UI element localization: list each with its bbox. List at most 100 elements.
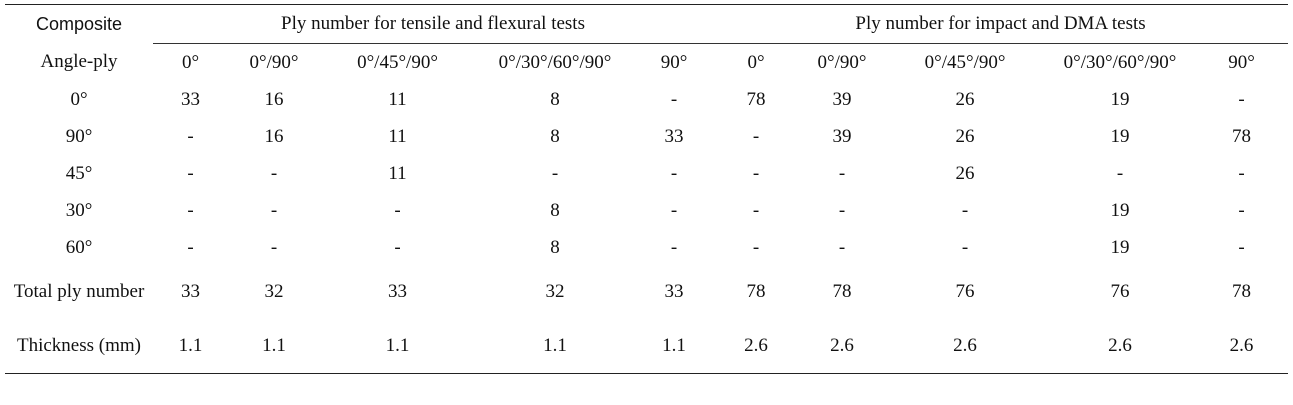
table-cell: 1.1 bbox=[635, 317, 714, 374]
table-cell: - bbox=[1238, 236, 1245, 258]
table-cell: 33 bbox=[664, 125, 684, 147]
table-cell: 78 bbox=[832, 281, 852, 302]
table-cell: - bbox=[1238, 199, 1245, 221]
angle-header-cell: 0°/45°/90° bbox=[357, 51, 438, 73]
angle-header-cell: 90° bbox=[1228, 51, 1255, 73]
table-cell: - bbox=[1238, 162, 1245, 184]
ply-number-table: Composite Ply number for tensile and fle… bbox=[5, 4, 1289, 374]
table-cell: 11 bbox=[388, 88, 407, 110]
table-cell: - bbox=[752, 199, 760, 221]
table-row: Thickness (mm) 1.1 1.1 1.1 1.1 1.1 2.6 2… bbox=[5, 317, 1289, 374]
table-cell: - bbox=[670, 236, 678, 258]
table-cell: 2.6 bbox=[1045, 317, 1196, 374]
table-row: 30° - - - 8 - - - - 19 - bbox=[5, 192, 1288, 229]
row-label: 45° bbox=[65, 162, 93, 184]
group-header-row: Composite Ply number for tensile and fle… bbox=[5, 4, 1289, 44]
table-cell: 2.6 bbox=[1195, 317, 1289, 374]
table-cell: 76 bbox=[1110, 281, 1130, 302]
ply-table-container: Composite Ply number for tensile and fle… bbox=[5, 4, 1289, 374]
table-row: 45° - - 11 - - - - 26 - - bbox=[5, 155, 1288, 192]
table-cell: 1.1 bbox=[475, 317, 635, 374]
table-cell: 1.1 bbox=[228, 317, 320, 374]
table-cell: 1.1 bbox=[320, 317, 475, 374]
table-cell: 26 bbox=[955, 125, 975, 147]
table-cell: 78 bbox=[746, 281, 766, 302]
table-cell: - bbox=[187, 162, 194, 184]
angle-header-cell: 0°/90° bbox=[817, 51, 867, 73]
table-cell: 2.6 bbox=[713, 317, 800, 374]
row-label: 0° bbox=[70, 88, 88, 110]
table-cell: 16 bbox=[264, 88, 284, 110]
table-cell: 26 bbox=[955, 88, 975, 110]
table-cell: - bbox=[270, 236, 278, 258]
table-cell: - bbox=[394, 236, 401, 258]
angle-header-cell: 0°/30°/60°/90° bbox=[498, 51, 612, 73]
table-cell: 1.1 bbox=[153, 317, 228, 374]
table-row: 60° - - - 8 - - - - 19 - bbox=[5, 229, 1288, 266]
table-cell: 78 bbox=[1232, 281, 1252, 302]
table-cell: - bbox=[752, 162, 760, 184]
angle-header-cell: 0°/30°/60°/90° bbox=[1063, 51, 1177, 73]
table-cell: 39 bbox=[832, 88, 852, 110]
table-cell: 19 bbox=[1110, 125, 1130, 147]
table-cell: - bbox=[838, 162, 846, 184]
table-cell: - bbox=[961, 199, 969, 221]
tensile-flexural-group-header: Ply number for tensile and flexural test… bbox=[153, 4, 714, 44]
table-row: 0° 33 16 11 8 - 78 39 26 19 - bbox=[5, 81, 1288, 118]
row-label: Total ply number bbox=[13, 281, 145, 302]
table-cell: - bbox=[270, 199, 278, 221]
table-cell: 11 bbox=[388, 125, 407, 147]
table-cell: 33 bbox=[388, 281, 407, 302]
angle-header-cell: 0°/45°/90° bbox=[924, 51, 1006, 73]
table-cell: - bbox=[670, 162, 678, 184]
table-cell: 26 bbox=[955, 162, 975, 184]
table-cell: - bbox=[752, 236, 760, 258]
table-cell: - bbox=[670, 88, 678, 110]
table-cell: 16 bbox=[264, 125, 284, 147]
table-cell: 19 bbox=[1110, 199, 1130, 221]
table-cell: 78 bbox=[746, 88, 766, 110]
table-cell: - bbox=[1238, 88, 1245, 110]
table-cell: - bbox=[670, 199, 678, 221]
table-row: Total ply number 33 32 33 32 33 78 78 76… bbox=[5, 266, 1288, 317]
table-cell: - bbox=[270, 162, 278, 184]
impact-dma-group-header: Ply number for impact and DMA tests bbox=[713, 4, 1289, 44]
table-cell: - bbox=[187, 125, 194, 147]
table-cell: 32 bbox=[545, 281, 565, 302]
table-cell: 2.6 bbox=[799, 317, 886, 374]
table-cell: - bbox=[394, 199, 401, 221]
table-cell: 33 bbox=[181, 281, 200, 302]
table-cell: 19 bbox=[1110, 88, 1130, 110]
table-cell: 2.6 bbox=[885, 317, 1046, 374]
table-cell: 33 bbox=[181, 88, 200, 110]
row-label: Thickness (mm) bbox=[5, 317, 153, 374]
table-cell: 76 bbox=[955, 281, 975, 302]
angle-header-cell: 0° bbox=[181, 51, 200, 73]
table-cell: - bbox=[838, 199, 846, 221]
table-cell: - bbox=[1116, 162, 1124, 184]
table-cell: - bbox=[838, 236, 846, 258]
table-cell: - bbox=[752, 125, 760, 147]
row-label: 60° bbox=[65, 236, 93, 258]
table-cell: 39 bbox=[832, 125, 852, 147]
table-cell: 8 bbox=[550, 199, 560, 221]
table-cell: 11 bbox=[388, 162, 407, 184]
table-cell: 33 bbox=[664, 281, 684, 302]
table-cell: 78 bbox=[1232, 125, 1252, 147]
table-cell: 8 bbox=[550, 88, 560, 110]
table-cell: 19 bbox=[1110, 236, 1130, 258]
angle-header-cell: 90° bbox=[660, 51, 688, 73]
table-cell: - bbox=[187, 236, 194, 258]
angle-ply-row: Angle-ply 0° 0°/90° 0°/45°/90° 0°/30°/60… bbox=[5, 44, 1288, 82]
table-cell: - bbox=[961, 236, 969, 258]
table-row: 90° - 16 11 8 33 - 39 26 19 78 bbox=[5, 118, 1288, 155]
table-cell: - bbox=[187, 199, 194, 221]
table-cell: 8 bbox=[550, 236, 560, 258]
row-label: 90° bbox=[65, 125, 93, 147]
angle-header-cell: 0°/90° bbox=[249, 51, 299, 73]
table-cell: 32 bbox=[264, 281, 284, 302]
table-cell: - bbox=[551, 162, 559, 184]
angle-header-cell: 0° bbox=[747, 51, 765, 73]
composite-header: Composite bbox=[5, 4, 153, 44]
row-label: 30° bbox=[65, 199, 93, 221]
